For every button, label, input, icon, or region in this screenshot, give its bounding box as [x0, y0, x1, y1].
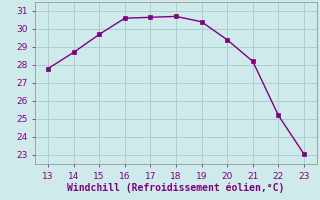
X-axis label: Windchill (Refroidissement éolien,°C): Windchill (Refroidissement éolien,°C) — [67, 182, 285, 193]
